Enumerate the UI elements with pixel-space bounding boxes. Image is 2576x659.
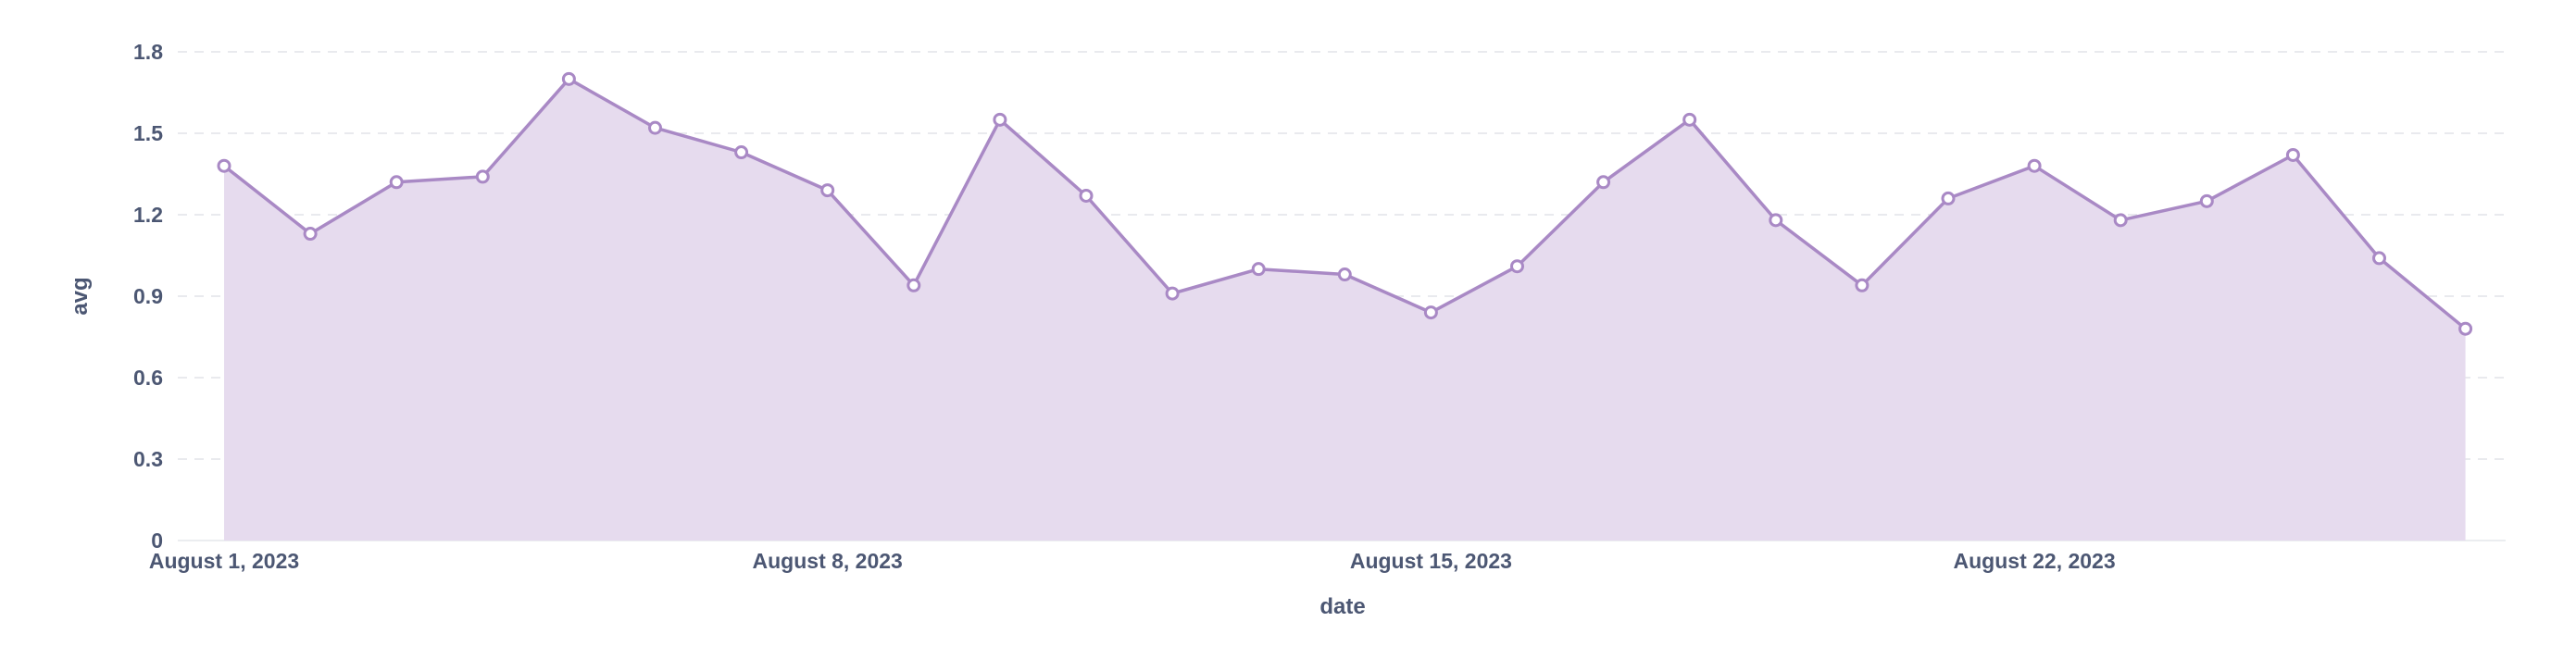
data-point[interactable] — [2372, 251, 2386, 266]
x-axis-ticks: August 1, 2023 August 8, 2023 August 15, 2… — [149, 549, 2116, 573]
data-point[interactable] — [1079, 188, 1094, 203]
data-point[interactable] — [2285, 147, 2300, 162]
y-tick-label: 1.2 — [133, 203, 163, 227]
data-points — [217, 71, 2473, 336]
y-axis-title: avg — [68, 277, 93, 315]
data-point[interactable] — [1769, 213, 1783, 228]
area-fill — [224, 79, 2466, 541]
y-tick-label: 0.6 — [133, 366, 163, 390]
y-tick-label: 0.3 — [133, 447, 163, 471]
data-point[interactable] — [2199, 193, 2214, 208]
x-tick-label: August 8, 2023 — [753, 549, 903, 573]
data-point[interactable] — [993, 112, 1007, 127]
data-point[interactable] — [1941, 191, 1956, 205]
data-point[interactable] — [1682, 112, 1697, 127]
data-point[interactable] — [907, 278, 921, 292]
y-tick-label: 0 — [151, 528, 163, 553]
y-tick-label: 1.5 — [133, 121, 163, 145]
data-point[interactable] — [1165, 286, 1180, 301]
data-point[interactable] — [2458, 321, 2473, 336]
data-point[interactable] — [820, 183, 835, 198]
data-point[interactable] — [734, 145, 749, 160]
data-point[interactable] — [1251, 262, 1266, 277]
x-tick-label: August 15, 2023 — [1350, 549, 1512, 573]
data-point[interactable] — [1337, 267, 1352, 282]
data-point[interactable] — [217, 158, 231, 173]
x-tick-label: August 22, 2023 — [1954, 549, 2116, 573]
data-point[interactable] — [561, 71, 576, 86]
data-point[interactable] — [1510, 259, 1524, 274]
data-point[interactable] — [648, 120, 662, 135]
x-axis-title: date — [1319, 594, 1365, 619]
y-axis-ticks: 0 0.3 0.6 0.9 1.2 1.5 1.8 — [133, 40, 163, 553]
data-point[interactable] — [475, 169, 490, 184]
data-point[interactable] — [303, 227, 318, 242]
data-point[interactable] — [1423, 305, 1438, 320]
data-point[interactable] — [389, 175, 404, 190]
x-tick-label: August 1, 2023 — [149, 549, 299, 573]
y-tick-label: 0.9 — [133, 284, 163, 308]
data-point[interactable] — [2027, 158, 2042, 173]
data-point[interactable] — [1855, 278, 1869, 292]
data-point[interactable] — [1596, 175, 1611, 190]
data-point[interactable] — [2113, 213, 2128, 228]
y-tick-label: 1.8 — [133, 40, 163, 64]
